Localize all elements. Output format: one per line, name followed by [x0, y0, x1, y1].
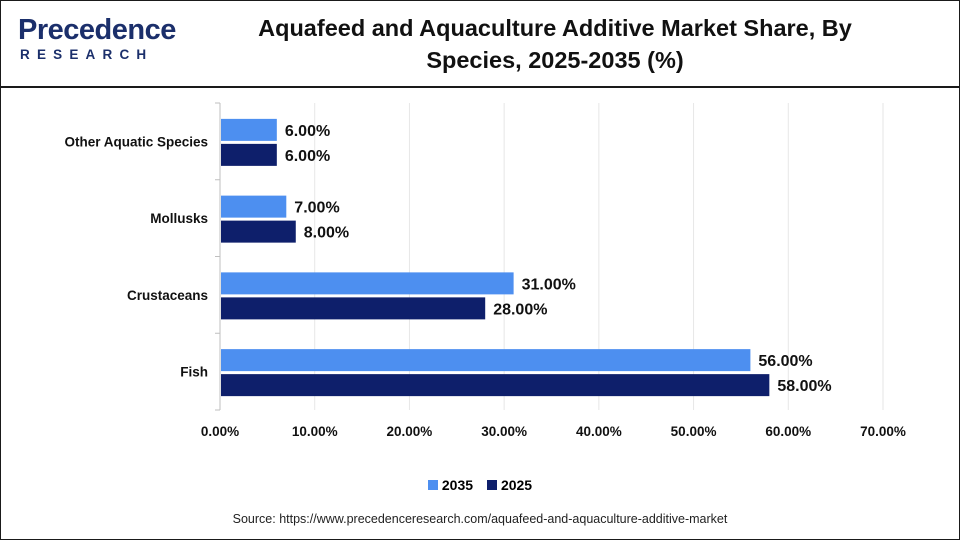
chart-title: Aquafeed and Aquaculture Additive Market…: [205, 12, 905, 76]
data-label: 6.00%: [285, 148, 330, 165]
category-label: Crustaceans: [127, 288, 208, 303]
bar-2035: [221, 272, 514, 295]
data-label: 8.00%: [304, 225, 349, 242]
x-tick-label: 50.00%: [671, 424, 717, 439]
bar-2025: [221, 220, 296, 243]
bar-2025: [221, 374, 770, 397]
legend-item-2025: 2025: [486, 477, 533, 493]
data-label: 31.00%: [522, 276, 576, 293]
category-label: Other Aquatic Species: [64, 134, 208, 149]
data-label: 58.00%: [777, 378, 831, 395]
x-tick-label: 60.00%: [765, 424, 811, 439]
x-tick-label: 20.00%: [387, 424, 433, 439]
bar-2035: [221, 349, 751, 372]
chart-title-line1: Aquafeed and Aquaculture Additive Market…: [258, 15, 852, 41]
data-label: 28.00%: [493, 301, 547, 318]
legend-item-2035: 2035: [427, 477, 474, 493]
chart-title-line2: Species, 2025-2035 (%): [426, 47, 684, 73]
bar-2035: [221, 118, 277, 141]
logo-subtext: RESEARCH: [20, 47, 154, 62]
x-tick-label: 0.00%: [201, 424, 239, 439]
bar-chart: 0.00% 10.00% 20.00% 30.00% 40.00% 50.00% 60.00…: [64, 102, 906, 439]
bar-2025: [221, 297, 486, 320]
x-tick-label: 70.00%: [860, 424, 906, 439]
data-label: 6.00%: [285, 123, 330, 140]
data-label: 56.00%: [758, 353, 812, 370]
header: Precedence RESEARCH Aquafeed and Aquacul…: [0, 0, 960, 88]
legend-label-2035: 2035: [441, 477, 474, 493]
legend-swatch-2035: [427, 480, 438, 490]
bar-2035: [221, 195, 287, 218]
brand-logo: Precedence RESEARCH: [18, 14, 176, 64]
legend-swatch-2025: [486, 480, 497, 490]
legend-label-2025: 2025: [500, 477, 533, 493]
x-tick-label: 40.00%: [576, 424, 622, 439]
x-tick-label: 30.00%: [481, 424, 527, 439]
source-note: Source: https://www.precedenceresearch.c…: [232, 512, 728, 526]
bar-2025: [221, 143, 277, 166]
legend: 2035 2025: [0, 477, 960, 493]
logo-word: Precedence: [18, 14, 176, 46]
category-label: Fish: [180, 365, 208, 380]
category-label: Mollusks: [150, 211, 208, 226]
x-tick-label: 10.00%: [292, 424, 338, 439]
data-label: 7.00%: [294, 200, 339, 217]
